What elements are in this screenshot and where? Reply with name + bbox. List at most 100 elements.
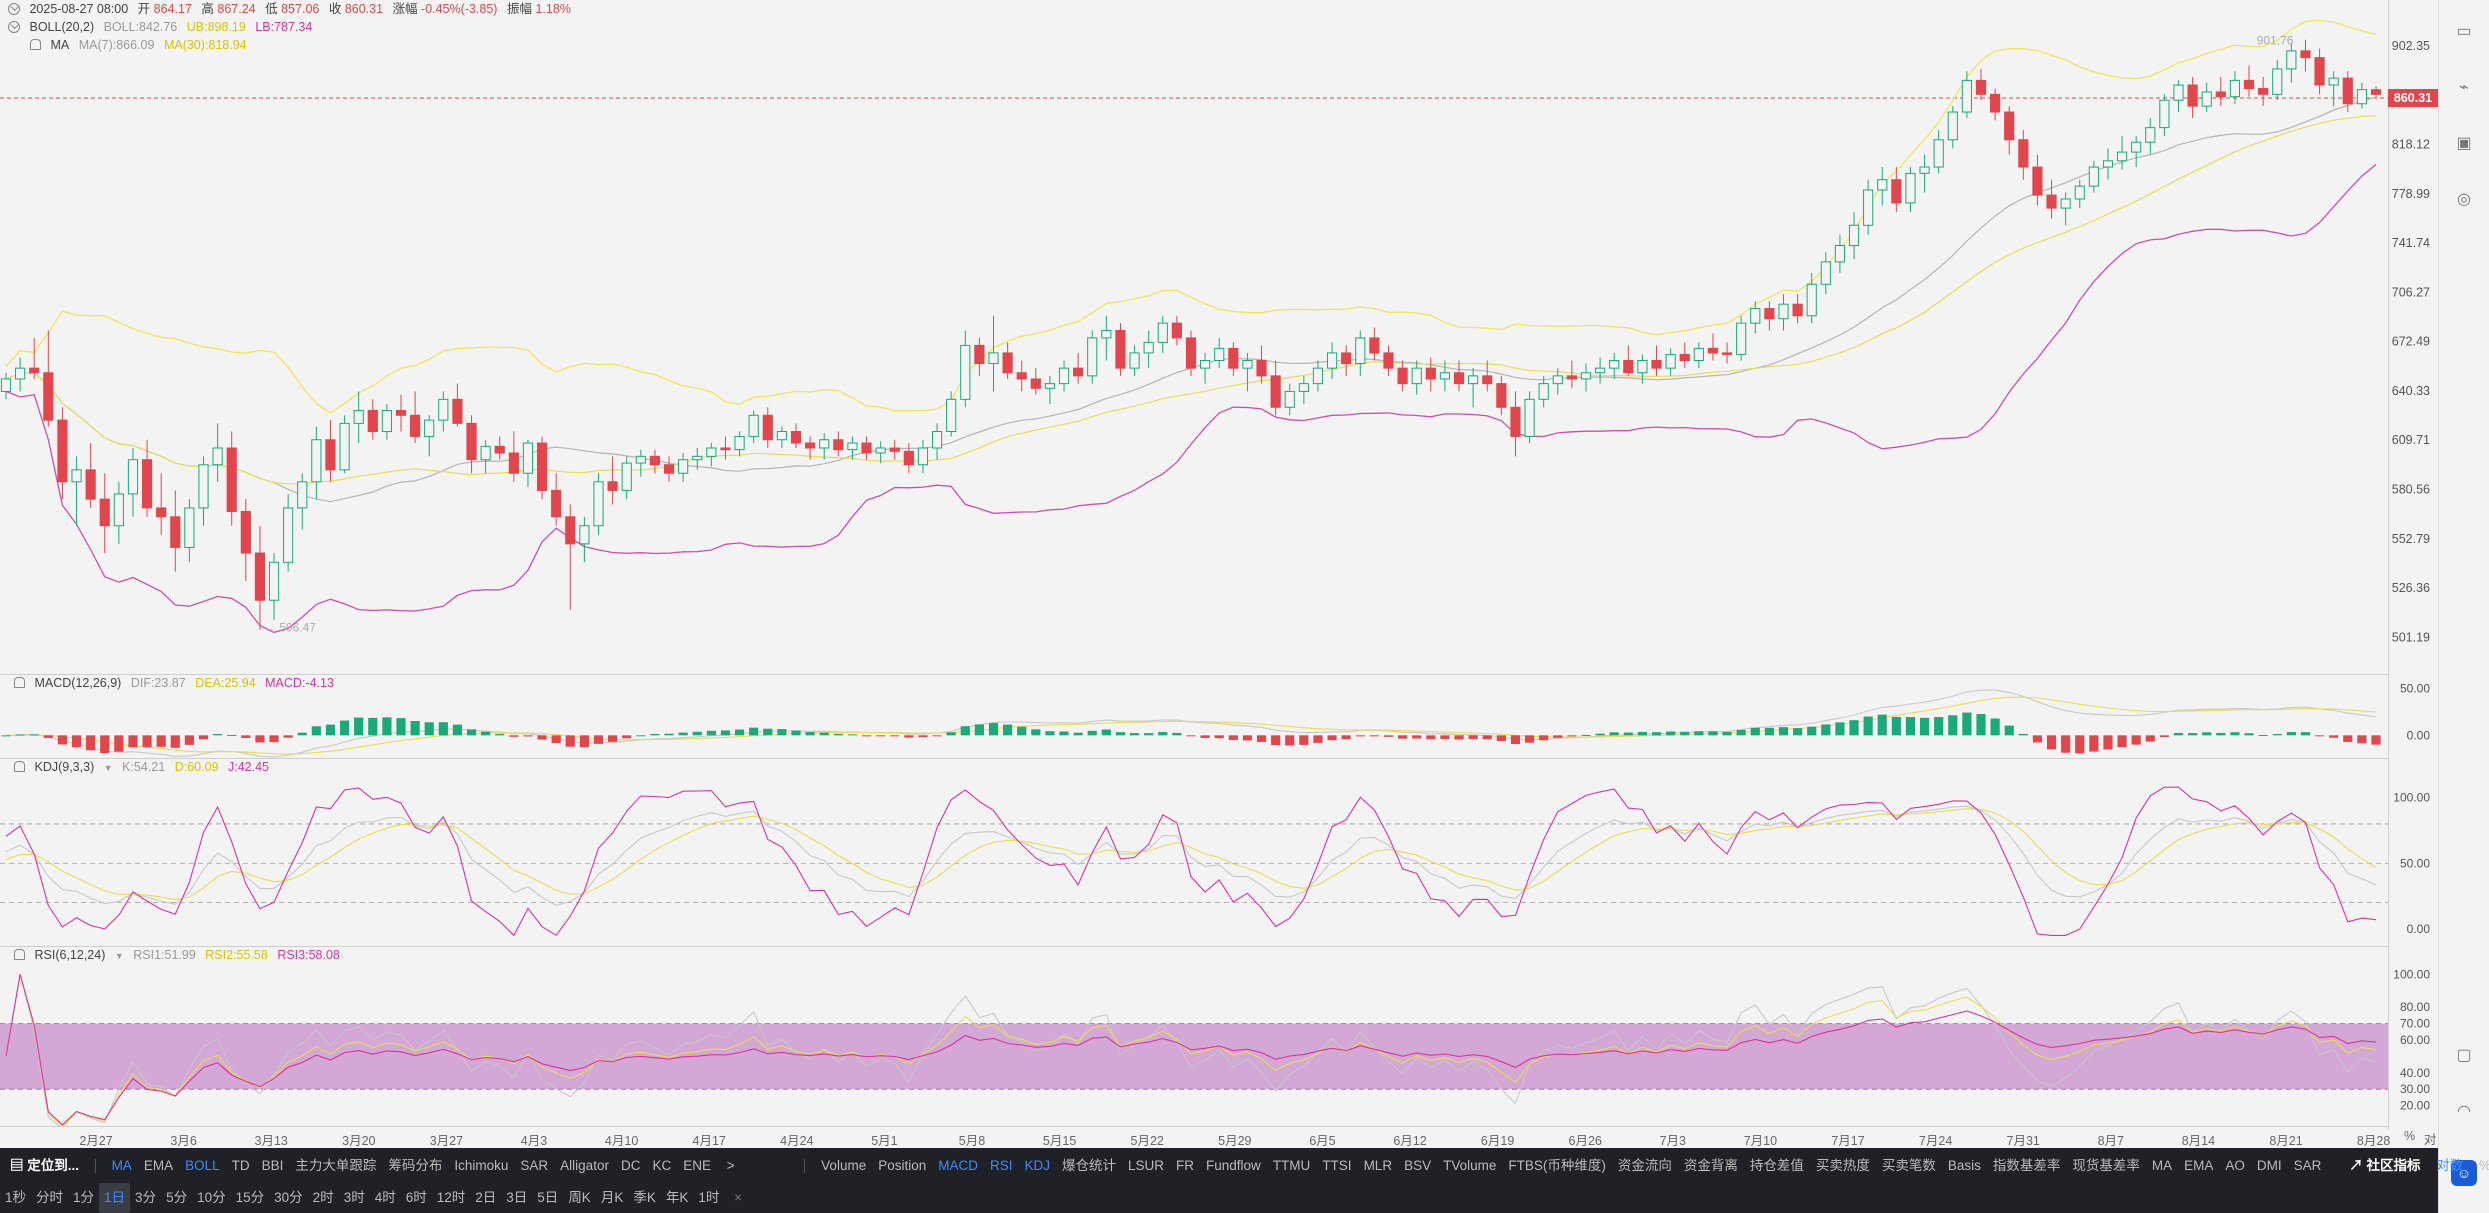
sub-indicator-3[interactable]: RSI [989, 1158, 1013, 1173]
timeframe-20[interactable]: 年K [665, 1190, 689, 1205]
timeframe-16[interactable]: 5日 [537, 1190, 559, 1205]
date-axis[interactable]: 2月27 3月6 3月13 3月20 3月27 4月3 4月10 4月17 4月24 5月1 5月8… [0, 1126, 2437, 1149]
timeframe-0[interactable]: 1秒 [5, 1190, 27, 1205]
sub-indicator-5[interactable]: 爆仓统计 [1062, 1158, 1117, 1173]
macd-name[interactable]: MACD(12,26,9) [34, 676, 122, 690]
timeframe-4[interactable]: 3分 [135, 1190, 157, 1205]
price-axis[interactable] [2388, 0, 2439, 1130]
sub-indicator-22[interactable]: 现货基差率 [2072, 1158, 2140, 1173]
sub-indicator-21[interactable]: 指数基差率 [1992, 1158, 2061, 1173]
sub-indicator-12[interactable]: BSV [1404, 1158, 1432, 1173]
timeframe-14[interactable]: 2日 [475, 1190, 497, 1205]
percent-toggle[interactable]: % [2404, 1129, 2416, 1143]
main-indicator-7[interactable]: Ichimoku [454, 1158, 509, 1173]
sub-indicator-11[interactable]: MLR [1363, 1158, 1393, 1173]
sub-indicator-4[interactable]: KDJ [1024, 1158, 1051, 1173]
main-indicator-0[interactable]: MA [111, 1158, 132, 1173]
main-indicator-4[interactable]: BBI [261, 1158, 284, 1173]
sub-indicator-24[interactable]: EMA [2184, 1158, 2214, 1173]
sub-indicator-19[interactable]: 买卖笔数 [1881, 1158, 1936, 1173]
sub-indicator-8[interactable]: Fundflow [1206, 1158, 1261, 1173]
log-scale-button[interactable]: 对数 [2436, 1158, 2464, 1173]
sub-indicator-16[interactable]: 资金背离 [1683, 1158, 1738, 1173]
timeframe-9[interactable]: 2时 [312, 1190, 334, 1205]
sub-indicator-26[interactable]: DMI [2256, 1158, 2282, 1173]
percent-button[interactable]: % [2473, 1148, 2489, 1183]
main-indicator-2[interactable]: BOLL [185, 1158, 220, 1173]
assistant-icon[interactable]: ☺ [2451, 1160, 2477, 1186]
bell-icon[interactable] [14, 677, 25, 688]
collapse-icon[interactable] [8, 3, 20, 15]
kdj-name[interactable]: KDJ(9,3,3) [34, 760, 95, 774]
timeframe-2[interactable]: 1分 [73, 1190, 95, 1205]
main-indicator-5[interactable]: 主力大单跟踪 [295, 1158, 377, 1173]
sub-indicator-10[interactable]: TTSI [1322, 1158, 1352, 1173]
timeframe-12[interactable]: 6时 [405, 1190, 427, 1205]
timeframe-19[interactable]: 季K [633, 1190, 656, 1205]
sub-indicator-17[interactable]: 持仓差值 [1749, 1158, 1804, 1173]
sub-indicator-14[interactable]: FTBS(币种维度) [1508, 1158, 1606, 1173]
timeframe-6[interactable]: 10分 [197, 1190, 226, 1205]
sub-indicator-25[interactable]: AO [2225, 1158, 2245, 1173]
chevron-down-icon[interactable]: ▼ [114, 951, 124, 961]
bell-icon[interactable] [14, 761, 25, 772]
kline-chart[interactable]: 901.76 ← 506.47 902.35 818.12 778.99 741.74 7… [0, 0, 2438, 1130]
ma-name[interactable]: MA [50, 38, 70, 52]
timeframe-7[interactable]: 15分 [235, 1190, 265, 1205]
timeframe-8[interactable]: 30分 [274, 1190, 303, 1205]
display-icon[interactable]: ▣ [2456, 135, 2472, 152]
layout-icon[interactable]: ▢ [2456, 1047, 2472, 1064]
chevron-down-icon[interactable]: ▼ [103, 763, 113, 773]
sub-indicator-13[interactable]: TVolume [1443, 1158, 1497, 1173]
sub-indicator-20[interactable]: Basis [1947, 1158, 1981, 1173]
community-indicators-button[interactable]: ↗ 社区指标 [2349, 1158, 2421, 1173]
rsi-name[interactable]: RSI(6,12,24) [34, 948, 106, 962]
bell-icon[interactable] [14, 949, 25, 960]
main-indicator-10[interactable]: DC [620, 1158, 641, 1173]
sub-indicator-9[interactable]: TTMU [1272, 1158, 1311, 1173]
sub-indicator-0[interactable]: Volume [821, 1158, 867, 1173]
sub-indicator-18[interactable]: 买卖热度 [1815, 1158, 1870, 1173]
main-indicator-12[interactable]: ENE [683, 1158, 711, 1173]
window-icon[interactable]: ▭ [2456, 23, 2472, 40]
timeframe-17[interactable]: 周K [568, 1190, 591, 1205]
sub-indicator-27[interactable]: SAR [2293, 1158, 2322, 1173]
main-indicator-9[interactable]: Alligator [560, 1158, 609, 1173]
timeframe-1[interactable]: 分时 [36, 1190, 64, 1205]
timeframe-10[interactable]: 3时 [343, 1190, 365, 1205]
timeframe-21[interactable]: 1时 [698, 1190, 720, 1205]
timeframe-11[interactable]: 4时 [374, 1190, 396, 1205]
timeframe-15[interactable]: 3日 [506, 1190, 528, 1205]
main-indicator-6[interactable]: 筹码分布 [388, 1158, 443, 1173]
main-indicator-11[interactable]: KC [652, 1158, 672, 1173]
timeframe-18[interactable]: 月K [600, 1190, 624, 1205]
candle-body [748, 414, 759, 437]
timeframe-3[interactable]: 1日 [99, 1183, 131, 1213]
high-label: 高 [201, 2, 214, 16]
candle-body [2258, 88, 2269, 95]
timeframe-13[interactable]: 12时 [436, 1190, 466, 1205]
more-indicators-chevron[interactable]: > [726, 1158, 735, 1173]
log-toggle[interactable]: 对 [2424, 1133, 2437, 1147]
candle-body [1496, 383, 1507, 408]
main-indicator-3[interactable]: TD [231, 1158, 250, 1173]
sub-indicator-15[interactable]: 资金流向 [1617, 1158, 1672, 1173]
sub-indicator-7[interactable]: FR [1176, 1158, 1195, 1173]
collapse-icon[interactable] [8, 21, 20, 33]
main-indicator-8[interactable]: SAR [520, 1158, 549, 1173]
timeframe-5[interactable]: 5分 [166, 1190, 188, 1205]
sub-indicator-1[interactable]: Position [878, 1158, 927, 1173]
headset-icon[interactable]: ◠ [2457, 1103, 2471, 1120]
close-icon[interactable]: × [734, 1190, 743, 1205]
locate-button[interactable]: ▤ 定位到... [10, 1158, 80, 1173]
macd-histogram-bar [1073, 732, 1083, 736]
boll-name[interactable]: BOLL(20,2) [29, 20, 95, 34]
target-icon[interactable]: ◎ [2457, 191, 2471, 208]
macd-histogram-bar [57, 735, 68, 745]
sub-indicator-23[interactable]: MA [2151, 1158, 2173, 1173]
bell-icon[interactable] [30, 39, 41, 50]
main-indicator-1[interactable]: EMA [143, 1158, 174, 1173]
chart-line-icon[interactable]: ⌁ [2459, 79, 2469, 96]
sub-indicator-6[interactable]: LSUR [1128, 1158, 1165, 1173]
sub-indicator-2[interactable]: MACD [938, 1158, 978, 1173]
